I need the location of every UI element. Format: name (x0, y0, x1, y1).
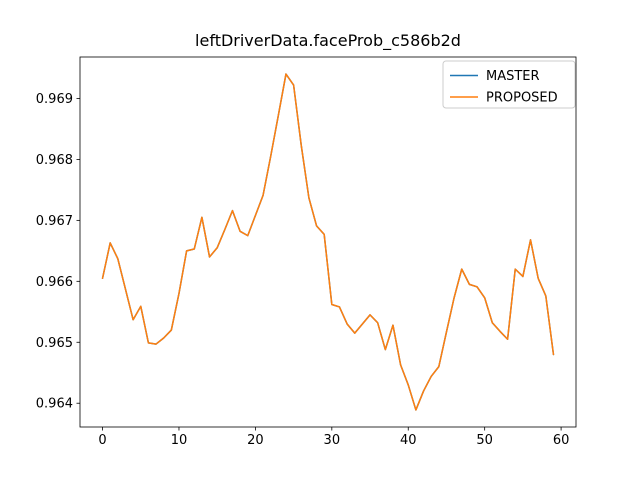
y-tick-label: 0.966 (36, 275, 73, 290)
x-tick-label: 0 (98, 433, 106, 448)
x-tick-label: 20 (247, 433, 264, 448)
series-line-proposed (101, 73, 555, 411)
x-tick-label: 10 (171, 433, 188, 448)
y-tick-label: 0.969 (36, 92, 73, 107)
legend: MASTER PROPOSED (442, 60, 576, 109)
legend-label-proposed: PROPOSED (486, 91, 558, 106)
y-tick-label: 0.967 (36, 214, 73, 229)
y-tick-label: 0.968 (36, 153, 73, 168)
x-tick-label: 60 (553, 433, 570, 448)
series-line-master (101, 73, 555, 411)
y-tick-label: 0.964 (36, 397, 73, 412)
plot-frame (79, 56, 577, 428)
x-tick-label: 30 (324, 433, 341, 448)
chart-title: leftDriverData.faceProb_c586b2d (195, 31, 461, 51)
x-tick-label: 40 (400, 433, 417, 448)
legend-label-master: MASTER (486, 69, 540, 84)
y-tick-label: 0.965 (36, 336, 73, 351)
x-tick-label: 50 (476, 433, 493, 448)
